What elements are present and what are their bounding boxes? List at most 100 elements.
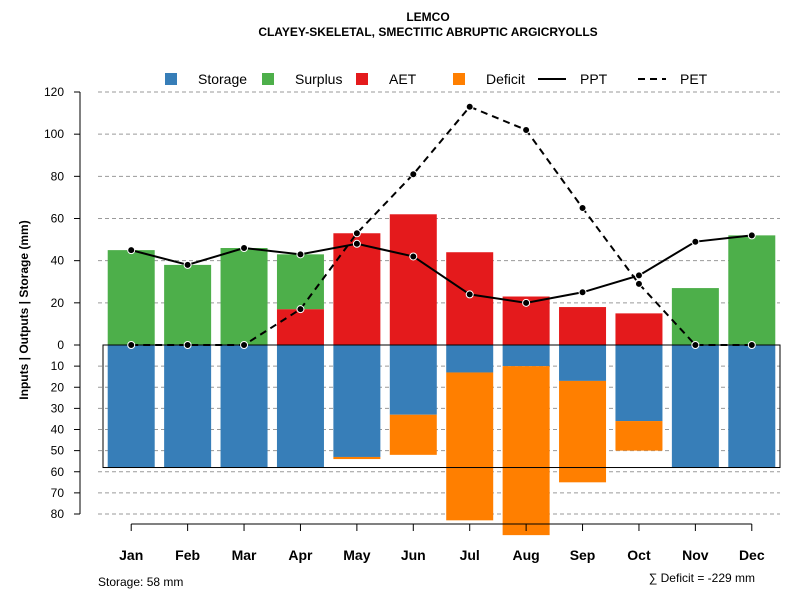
ppt-line-point — [465, 290, 474, 299]
x-tick-label: Oct — [627, 547, 651, 563]
surplus-bar — [276, 254, 324, 310]
x-tick-label: Apr — [288, 547, 313, 563]
surplus-bar — [220, 248, 268, 345]
pet-line-point — [352, 229, 361, 238]
storage-bar — [107, 345, 155, 468]
x-tick-label: Nov — [682, 547, 709, 563]
surplus-bar — [671, 288, 719, 345]
ppt-line-point — [296, 250, 305, 259]
y-tick-label: 20 — [51, 380, 65, 394]
storage-bar — [220, 345, 268, 468]
ppt-line-point — [409, 252, 418, 261]
pet-line-point — [747, 341, 756, 349]
ppt-line-point — [522, 298, 531, 307]
aet-bar — [446, 252, 494, 345]
y-tick-label: 40 — [51, 254, 65, 268]
ppt-line-point — [747, 231, 756, 240]
storage-bar — [333, 345, 381, 457]
legend-label-surplus: Surplus — [295, 71, 342, 87]
storage-bar — [446, 345, 494, 373]
legend-label-storage: Storage — [198, 71, 247, 87]
ppt-line-point — [578, 288, 587, 297]
deficit-bar — [559, 380, 607, 483]
storage-note: Storage: 58 mm — [98, 575, 183, 589]
deficit-bar — [502, 366, 550, 536]
aet-bar — [276, 309, 324, 345]
ppt-line-point — [634, 271, 643, 280]
storage-bar — [276, 345, 324, 468]
surplus-bar — [728, 235, 776, 345]
legend-swatch-aet — [356, 73, 368, 85]
aet-bar — [389, 214, 437, 345]
legend-label-ppt: PPT — [580, 71, 608, 87]
y-tick-label: 80 — [51, 507, 65, 521]
ppt-line-point — [352, 239, 361, 248]
deficit-sum-note: ∑ Deficit = -229 mm — [649, 571, 755, 585]
pet-line-point — [691, 341, 700, 349]
bars — [107, 214, 776, 536]
series-lines — [102, 102, 781, 469]
aet-bar — [559, 307, 607, 345]
y-axis-label: Inputs | Outputs | Storage (mm) — [17, 220, 31, 399]
legend-swatch-deficit — [453, 73, 465, 85]
aet-bar — [333, 233, 381, 345]
y-tick-label: 100 — [44, 127, 64, 141]
x-tick-label: May — [343, 547, 370, 563]
y-tick-label: 120 — [44, 85, 64, 99]
ppt-line-point — [183, 260, 192, 269]
ppt-line-point — [240, 244, 249, 253]
pet-line-point — [183, 341, 192, 349]
pet-line-point — [578, 203, 587, 212]
pet-line-point — [634, 279, 643, 288]
y-tick-label: 60 — [51, 212, 65, 226]
chart-subtitle: CLAYEY-SKELETAL, SMECTITIC ABRUPTIC ARGI… — [258, 25, 597, 39]
y-tick-label: 30 — [51, 401, 65, 415]
y-tick-label: 20 — [51, 296, 65, 310]
y-tick-label: 60 — [51, 465, 65, 479]
storage-bar — [164, 345, 212, 468]
axes: 0 20 40 60 80 100 120 10 20 30 40 50 60 70 80 Jan Feb Mar… — [44, 85, 765, 563]
legend-swatch-surplus — [262, 73, 274, 85]
pet-line-point — [127, 341, 136, 349]
x-tick-label: Dec — [739, 547, 765, 563]
legend-swatch-storage — [165, 73, 177, 85]
pet-line-point — [240, 341, 249, 349]
chart-title: LEMCO — [406, 10, 449, 24]
surplus-bar — [164, 264, 212, 345]
y-tick-label: 0 — [57, 338, 64, 352]
x-tick-label: Mar — [232, 547, 257, 563]
storage-bar — [502, 345, 550, 367]
x-tick-label: Jan — [119, 547, 143, 563]
grid-lines — [98, 91, 780, 515]
pet-line-point — [296, 305, 305, 314]
x-tick-label: Jul — [460, 547, 480, 563]
x-tick-label: Aug — [513, 547, 540, 563]
storage-capacity-box — [102, 344, 781, 469]
deficit-bar — [389, 414, 437, 455]
storage-bar — [559, 345, 607, 381]
storage-bar — [728, 345, 776, 468]
pet-line-point — [522, 125, 531, 134]
storage-bar — [389, 345, 437, 415]
x-tick-label: Jun — [401, 547, 426, 563]
legend-label-deficit: Deficit — [486, 71, 525, 87]
y-tick-label: 40 — [51, 423, 65, 437]
deficit-bar — [333, 456, 381, 460]
legend-label-pet: PET — [680, 71, 708, 87]
pet-line-point — [409, 170, 418, 179]
x-tick-label: Sep — [570, 547, 596, 563]
aet-bar — [615, 313, 663, 345]
deficit-bar — [615, 421, 663, 451]
storage-bar — [615, 345, 663, 422]
surplus-bar — [107, 250, 155, 345]
y-tick-label: 50 — [51, 444, 65, 458]
legend-label-aet: AET — [389, 71, 417, 87]
x-tick-label: Feb — [175, 547, 200, 563]
pet-line — [131, 105, 752, 346]
pet-line-point — [465, 102, 474, 111]
ppt-line — [130, 234, 752, 304]
ppt-line-point — [691, 237, 700, 246]
y-tick-label: 10 — [51, 359, 65, 373]
legend: Storage Surplus AET Deficit PPT PET — [165, 71, 708, 87]
